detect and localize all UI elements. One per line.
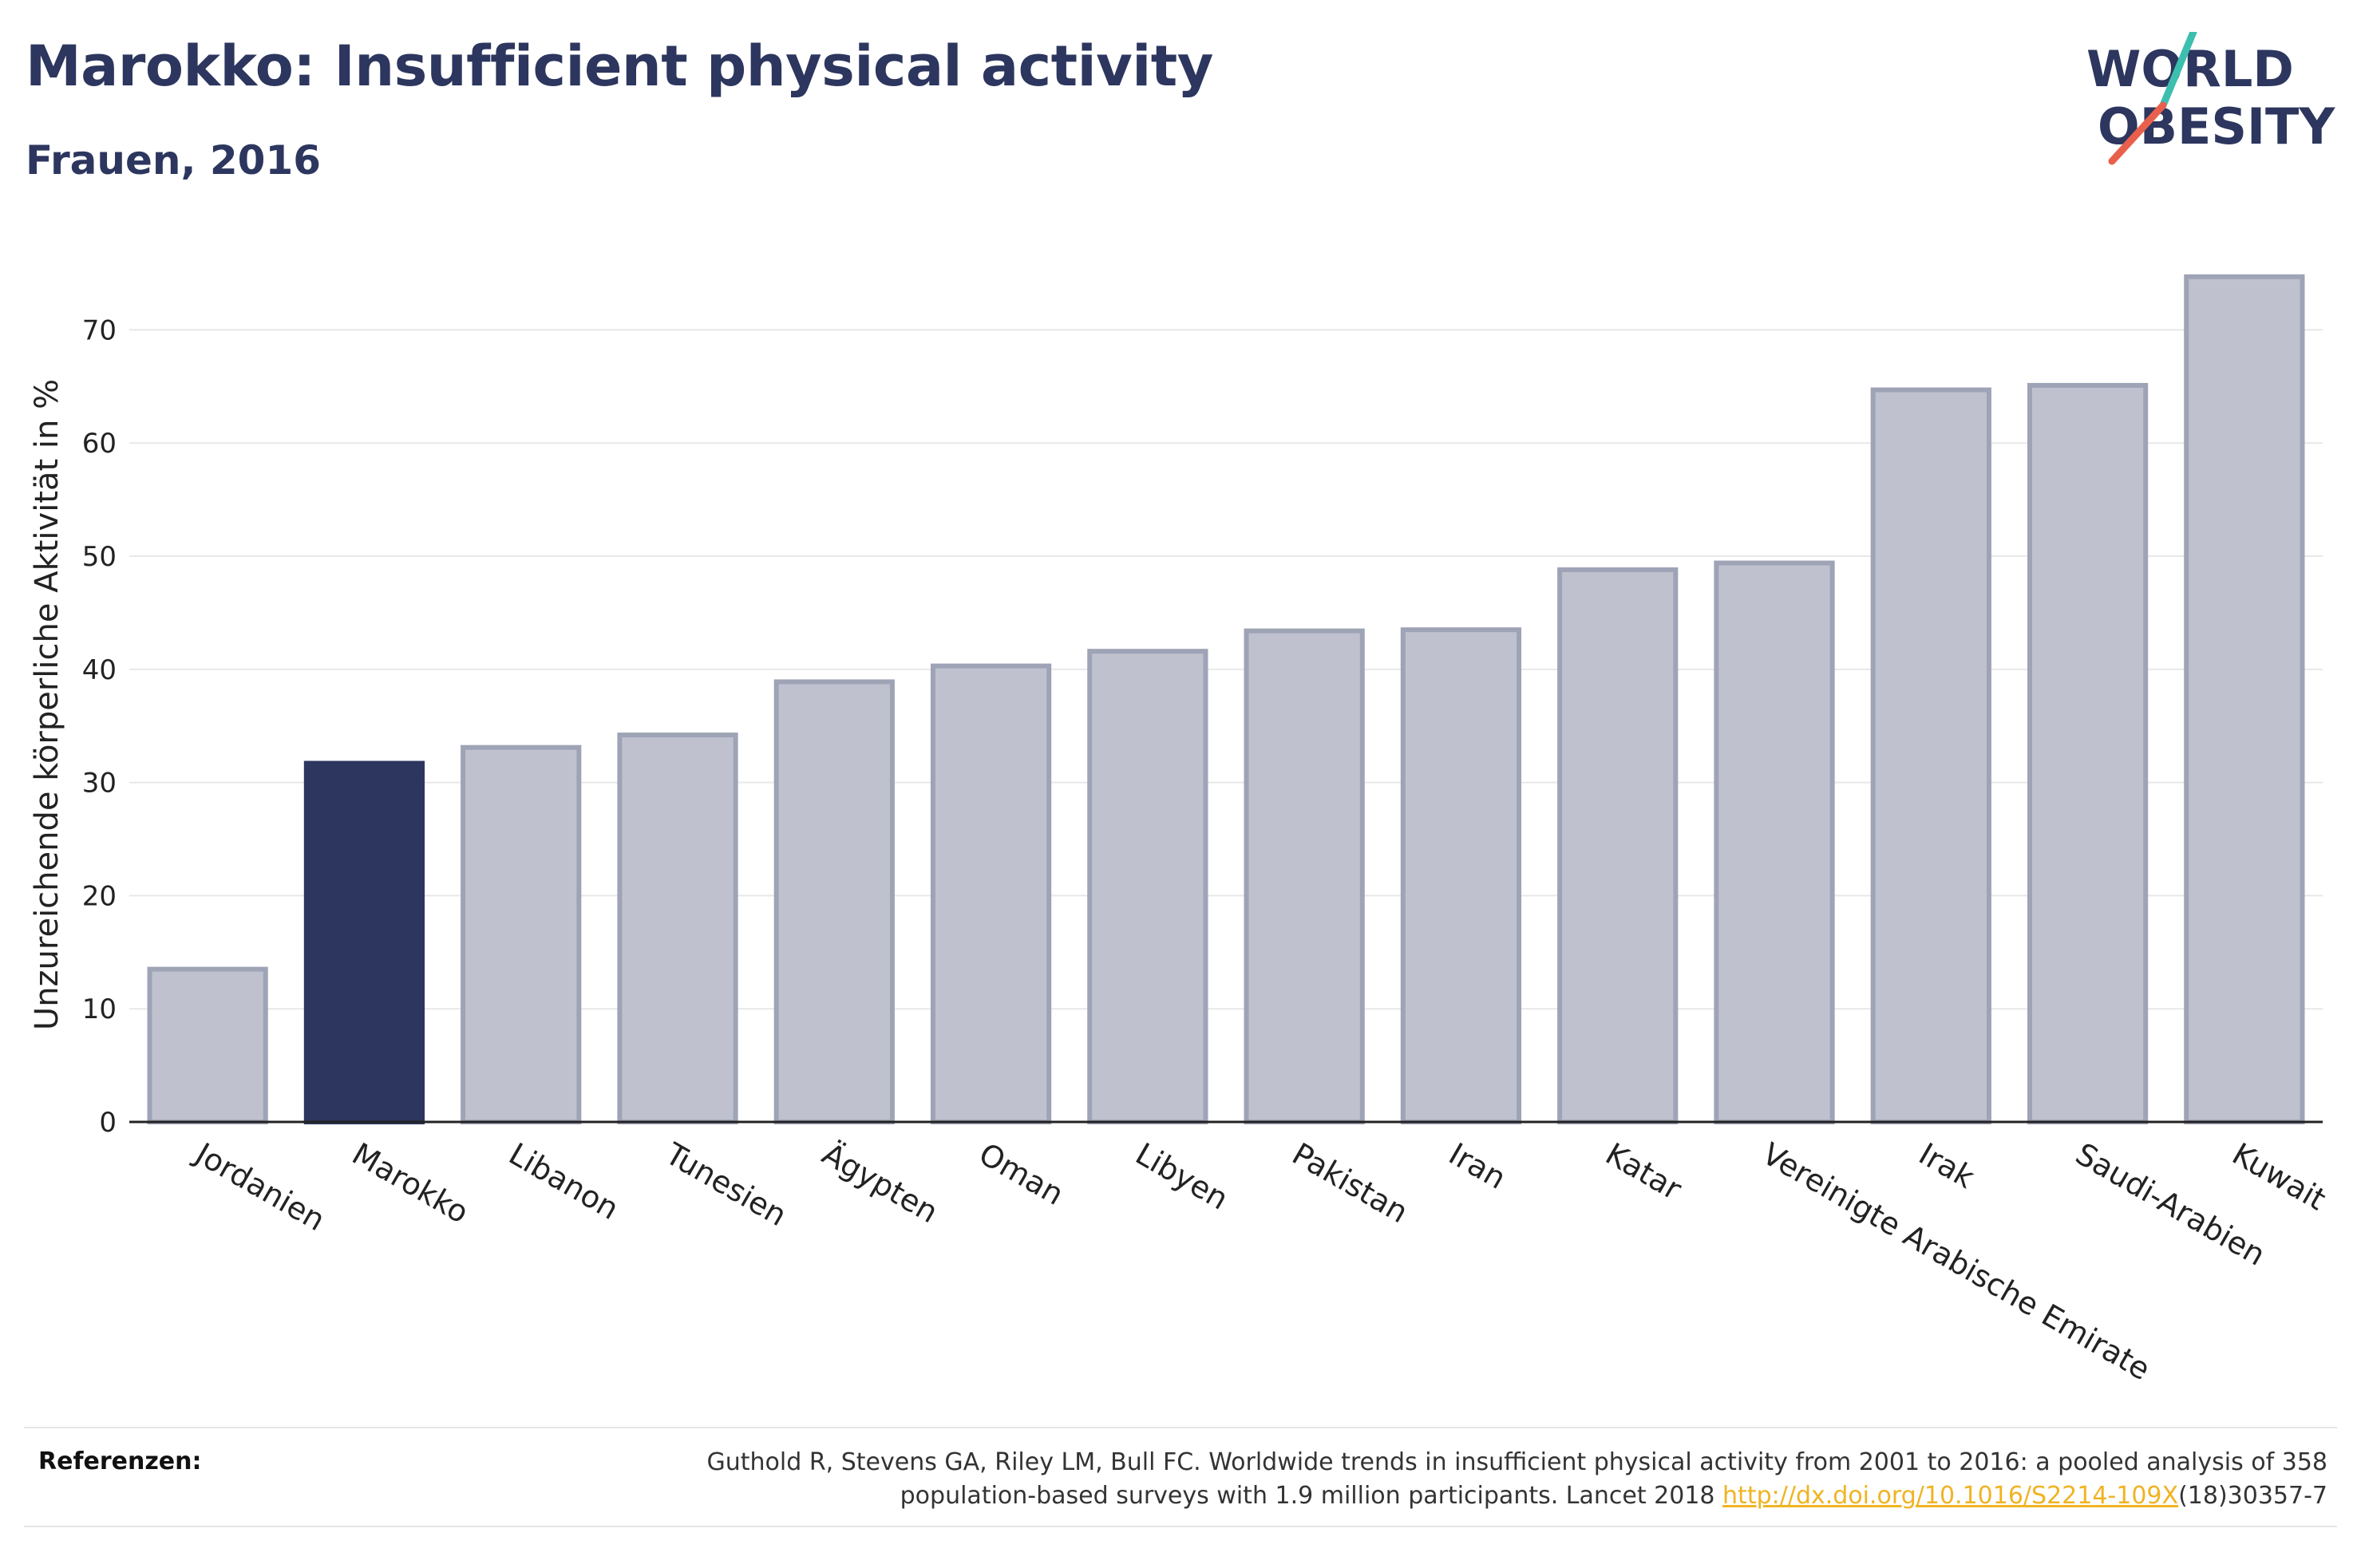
bar-tunesien[interactable] <box>617 733 738 1124</box>
y-tick-label: 10 <box>82 993 117 1025</box>
y-tick-label: 70 <box>82 314 117 346</box>
x-tick-label: Libanon <box>503 1136 624 1226</box>
page-title: Marokko: Insufficient physical activity <box>26 34 1213 99</box>
x-tick-label: Tunesien <box>659 1136 793 1233</box>
page-subtitle: Frauen, 2016 <box>26 137 322 184</box>
reference-doi-link[interactable]: http://dx.doi.org/10.1016/S2214-109X <box>1722 1482 2179 1510</box>
y-tick-label: 30 <box>82 768 117 800</box>
y-tick-label: 60 <box>82 428 117 460</box>
x-tick-label: Katar <box>1600 1136 1687 1207</box>
bar-libyen[interactable] <box>1087 649 1208 1124</box>
x-tick-label: Pakistan <box>1287 1136 1414 1230</box>
bar-jordanien[interactable] <box>147 966 268 1124</box>
x-tick-label: Libyen <box>1129 1136 1234 1217</box>
reference-line-2-prefix: population-based surveys with 1.9 millio… <box>900 1482 1723 1510</box>
reference-line-1: Guthold R, Stevens GA, Riley LM, Bull FC… <box>706 1448 2327 1476</box>
bar-ägypten[interactable] <box>773 679 895 1124</box>
x-tick-label: Jordanien <box>188 1136 331 1238</box>
bar-chart: 0 10 20 30 40 50 60 70 Jordanien Marokko Libanon T… <box>29 274 2331 1388</box>
y-tick-label: 0 <box>99 1107 117 1139</box>
x-tick-label: Marokko <box>346 1136 475 1230</box>
references-panel: Referenzen: Guthold R, Stevens GA, Riley… <box>24 1427 2337 1527</box>
bar-iran[interactable] <box>1400 627 1522 1124</box>
y-tick-label: 40 <box>82 654 117 686</box>
x-tick-label: Kuwait <box>2226 1136 2331 1218</box>
y-axis-ticks: 0 10 20 30 40 50 60 70 <box>82 314 117 1139</box>
y-tick-label: 50 <box>82 541 117 573</box>
y-tick-label: 20 <box>82 880 117 912</box>
bar-kuwait[interactable] <box>2184 274 2305 1124</box>
logo-slash-bottom <box>2108 101 2167 165</box>
x-tick-label: Ägypten <box>817 1136 944 1230</box>
bar-katar[interactable] <box>1557 567 1679 1124</box>
y-axis-title: Unzureichende körperliche Aktivität in % <box>29 379 65 1030</box>
references-label: Referenzen: <box>38 1448 202 1475</box>
bar-libanon[interactable] <box>461 745 582 1125</box>
bar-marokko[interactable] <box>303 760 425 1124</box>
bar-saudi-arabien[interactable] <box>2027 382 2149 1124</box>
logo-line-2: OBESITY <box>2098 97 2335 156</box>
x-axis-labels: Jordanien Marokko Libanon Tunesien Ägypten Om… <box>188 1136 2331 1388</box>
reference-line-2-suffix: (18)30357-7 <box>2178 1482 2327 1510</box>
x-tick-label: Iran <box>1443 1136 1512 1196</box>
bar-irak[interactable] <box>1870 387 1991 1125</box>
chart-grid <box>129 329 2323 1010</box>
references-text: Guthold R, Stevens GA, Riley LM, Bull FC… <box>571 1446 2327 1513</box>
bar-vereinigte-arabische-emirate[interactable] <box>1714 560 1835 1124</box>
bar-oman[interactable] <box>930 663 1052 1124</box>
logo-slash-top <box>2159 32 2197 109</box>
world-obesity-logo: WORLD OBESITY <box>2086 32 2335 165</box>
logo-line-1: WORLD <box>2086 40 2294 98</box>
chart-bars <box>147 274 2305 1125</box>
bar-pakistan[interactable] <box>1244 628 1365 1124</box>
x-tick-label: Irak <box>1913 1136 1980 1195</box>
x-tick-label: Oman <box>973 1136 1070 1212</box>
